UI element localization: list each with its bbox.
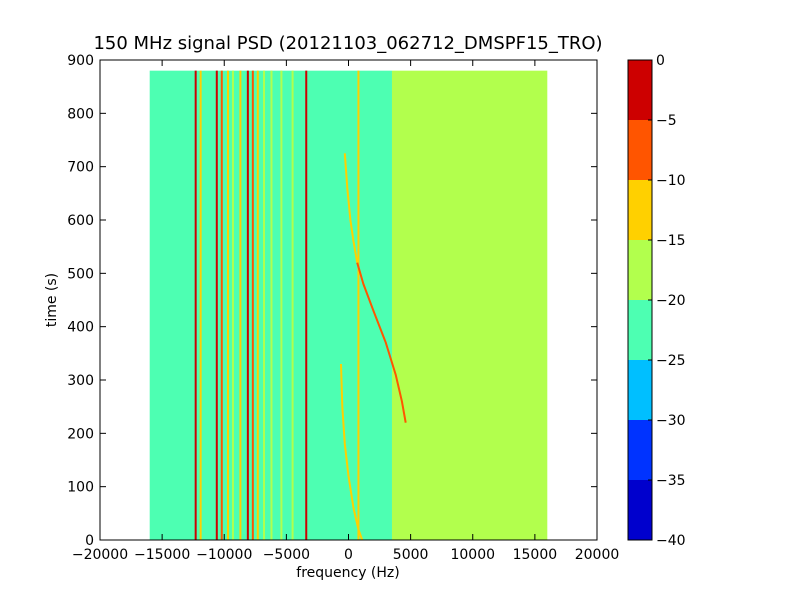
x-tick-label-3: −5000 [263, 547, 310, 563]
doppler-trace-0 [343, 153, 359, 263]
y-tick-label-1: 100 [67, 480, 94, 496]
colorbar-segment-7 [628, 60, 652, 120]
colorbar-tick-label-7: −5 [656, 113, 677, 129]
colorbar-tick-label-8: 0 [656, 53, 665, 69]
colorbar-tick-label-2: −30 [656, 413, 686, 429]
colorbar-tick-label-1: −35 [656, 473, 686, 489]
y-tick-label-0: 0 [85, 533, 94, 549]
colorbar-segment-6 [628, 120, 652, 180]
colorbar-segment-0 [628, 480, 652, 540]
heatmap-data [149, 70, 548, 541]
y-tick-label-8: 800 [67, 106, 94, 122]
doppler-trace-1 [356, 262, 407, 423]
x-axis: −20000 −15000 −10000 −5000 0 5000 10000 15000 20… [72, 60, 619, 563]
y-tick-label-4: 400 [67, 320, 94, 336]
colorbar-tick-label-5: −15 [656, 233, 686, 249]
colorbar-tick-label-4: −20 [656, 293, 686, 309]
y-tick-label-6: 600 [67, 213, 94, 229]
y-tick-label-9: 900 [67, 53, 94, 69]
y-axis-label: time (s) [44, 273, 60, 327]
x-tick-label-0: −20000 [72, 547, 128, 563]
y-tick-label-7: 700 [67, 160, 94, 176]
x-tick-label-2: −10000 [196, 547, 252, 563]
colorbar-segment-2 [628, 360, 652, 420]
x-tick-label-7: 15000 [513, 547, 558, 563]
colorbar-tick-label-0: −40 [656, 533, 686, 549]
heatmap-region-1 [391, 70, 548, 541]
x-axis-label: frequency (Hz) [296, 565, 399, 581]
colorbar-segment-5 [628, 180, 652, 240]
x-tick-label-4: 0 [344, 547, 353, 563]
colorbar: −40 −35 −30 −25 −20 −15 −10 −5 0 [627, 53, 686, 549]
chart-title: 150 MHz signal PSD (20121103_062712_DMSP… [93, 33, 602, 54]
colorbar-segment-4 [628, 240, 652, 300]
doppler-trace-2 [340, 363, 364, 541]
x-tick-label-8: 20000 [575, 547, 620, 563]
colorbar-tick-label-3: −25 [656, 353, 686, 369]
colorbar-tick-label-6: −10 [656, 173, 686, 189]
x-tick-label-1: −15000 [134, 547, 190, 563]
y-tick-label-3: 300 [67, 373, 94, 389]
x-tick-label-5: 5000 [393, 547, 429, 563]
colorbar-segment-3 [628, 300, 652, 360]
y-axis: 0 100 200 300 400 500 600 700 800 900 [67, 53, 597, 549]
colorbar-segment-1 [628, 420, 652, 480]
y-tick-label-2: 200 [67, 426, 94, 442]
x-tick-label-6: 10000 [450, 547, 495, 563]
y-tick-label-5: 500 [67, 266, 94, 282]
